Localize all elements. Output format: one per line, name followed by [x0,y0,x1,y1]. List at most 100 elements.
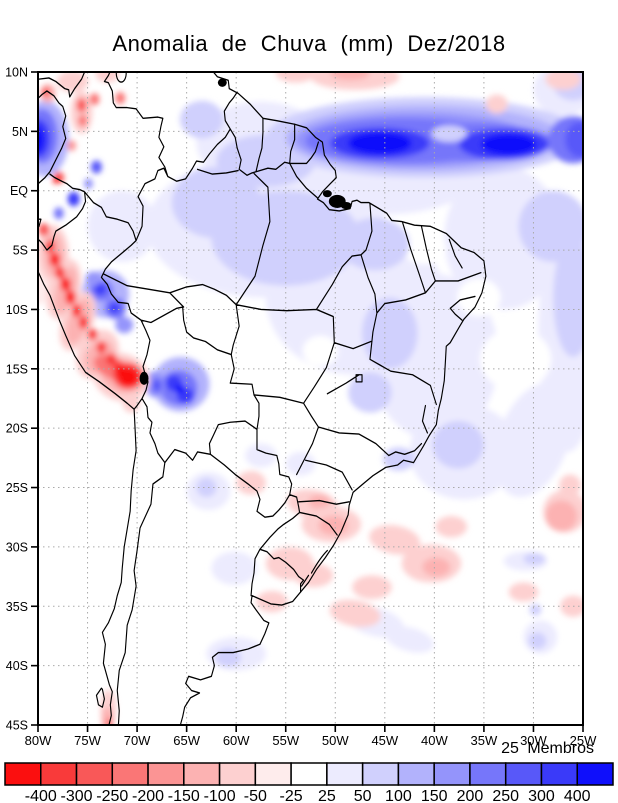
anomaly-blob [285,451,316,476]
anomaly-blob [352,575,392,600]
ensemble-members-label: 25 Membros [501,740,594,757]
colorbar-cell [147,762,185,786]
anomaly-blob [565,121,583,158]
colorbar-tick-label: -400 [25,788,57,803]
colorbar-cell [397,762,435,786]
anomaly-blob [523,552,546,565]
colorbar-tick-label: -300 [61,788,93,803]
anomaly-blob [553,238,583,357]
colorbar-tick-label: 50 [354,788,372,803]
colorbar-cell [290,762,328,786]
lat-tick-label: 10N [5,66,28,80]
anomaly-blob [78,315,89,330]
anomaly-blob [56,72,89,93]
anomaly-blob [508,582,539,602]
anomaly-blob [38,126,44,153]
colorbar-tick-label: 150 [421,788,448,803]
anomaly-blob [545,500,578,532]
lon-tick-label: 80W [25,733,52,748]
anomaly-blob [67,191,80,207]
colorbar-cell [433,762,471,786]
anomaly-blob [480,133,537,156]
coastline [38,72,487,725]
colorbar-tick-label: -250 [96,788,128,803]
anomaly-blob [115,365,126,377]
colorbar-tick-label: 100 [385,788,412,803]
lon-tick-label: 40W [421,733,448,748]
anomaly-blob [340,218,410,271]
anomaly-blob [369,525,421,555]
colorbar-cell [75,762,114,786]
anomaly-blob [54,266,65,280]
colorbar-cell [254,762,292,786]
anomaly-blob [528,632,547,650]
amazon-mouth-channel [322,190,332,198]
lon-tick-label: 45W [371,733,398,748]
anomaly-blob [211,551,257,585]
colorbar-cell [469,762,507,786]
anomaly-blob [325,406,375,450]
colorbar-cell [540,762,578,786]
anomaly-blob [53,207,64,220]
colorbar-cell [326,762,364,786]
anomaly-blob [275,72,316,83]
anomaly-blob [245,443,277,468]
anomaly-blob [485,94,508,114]
anomaly-blob [435,516,468,538]
anomaly-blob [72,305,79,314]
anomaly-blob [308,494,331,509]
lake-maracaibo [115,72,127,83]
colorbar-tick-label: 200 [457,788,484,803]
anomaly-blob [422,557,451,577]
lon-tick-label: 30W [520,733,547,748]
anomaly-blob [66,291,74,302]
anomaly-blob [87,328,98,341]
anomaly-blob [560,595,583,617]
lon-tick-label: 50W [322,733,349,748]
colorbar-cell [361,762,400,786]
colorbar-cell [576,762,614,786]
lake-titicaca [139,371,149,385]
anomaly-blob [385,626,434,653]
lon-tick-label: 70W [124,733,151,748]
anomaly-blob [87,190,157,262]
anomaly-blob [108,302,120,314]
lakes-and-islands [115,64,352,385]
anomaly-blob [76,98,87,113]
colorbar-cell [183,762,221,786]
anomaly-blob [432,421,484,469]
anomaly-blob [94,283,107,296]
colorbar-cell [111,762,149,786]
lat-tick-label: 40S [6,659,28,673]
colorbar-cell [504,762,543,786]
lon-tick-label: 60W [223,733,250,748]
anomaly-blob [67,140,77,151]
colorbar-cell [40,762,78,786]
colorbar-tick-label: 25 [318,788,336,803]
lat-tick-label: 20S [6,422,28,436]
anomaly-blob [330,72,370,81]
lat-tick-label: 35S [6,600,28,614]
anomaly-blob [431,125,468,143]
anomaly-blob [215,647,242,667]
anomaly-blob [318,516,349,536]
anomaly-blob [174,384,185,394]
lat-tick-label: 45S [6,719,28,733]
anomaly-blob [495,383,572,498]
lat-tick-label: 15S [6,362,28,376]
colorbar-tick-label: 300 [528,788,555,803]
lat-tick-label: 25S [6,481,28,495]
anomaly-blob [89,93,100,106]
geography-layer [38,64,487,725]
anomaly-blob [91,160,102,174]
colorbar: -400 -300 -250 -200 -150 -100 -50 -25 25 50 100 150… [4,762,614,803]
anomaly-blob [256,590,288,613]
anomaly-blob [115,316,134,334]
lat-tick-label: 5S [13,244,28,258]
trinidad-island [221,64,228,69]
lat-tick-label: 10S [6,303,28,317]
lon-tick-label: 25W [570,733,597,748]
